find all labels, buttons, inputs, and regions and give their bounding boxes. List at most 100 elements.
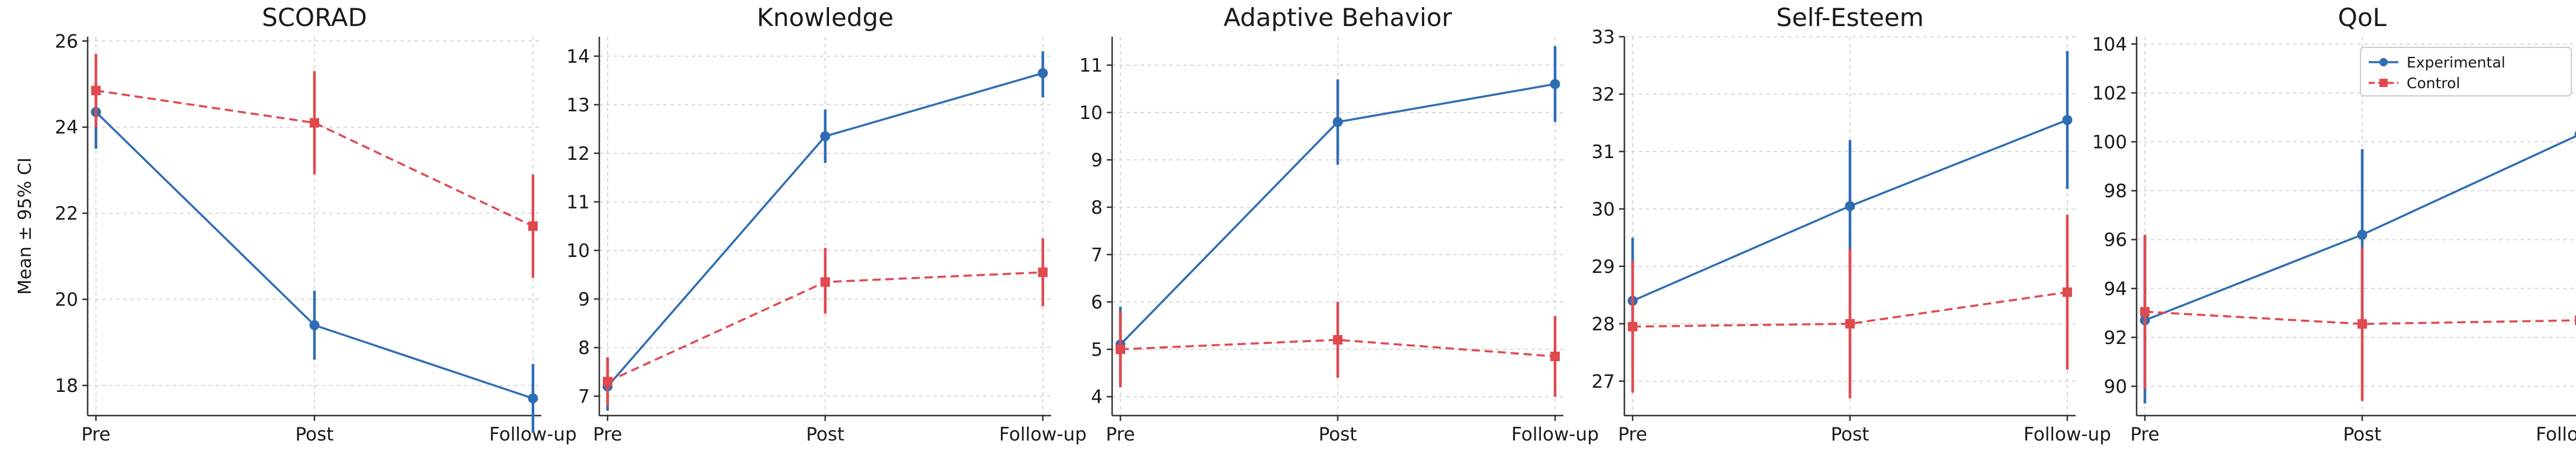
y-tick-label: 102 xyxy=(2092,83,2127,104)
series-experimental xyxy=(2140,131,2576,404)
y-tick-label: 5 xyxy=(1091,339,1103,361)
y-tick-label: 8 xyxy=(1091,197,1103,218)
y-tick-label: 104 xyxy=(2092,34,2127,55)
y-tick-label: 11 xyxy=(567,192,590,213)
chart-panel-2: 7 8 9 10 11 12 13 14 Pre Post Follow-up Knowledge xyxy=(567,3,1087,445)
y-tick-label: 11 xyxy=(1080,55,1103,76)
legend-marker-experimental xyxy=(2379,58,2388,66)
series-control xyxy=(2140,234,2576,401)
x-tick-label: Post xyxy=(1831,424,1870,445)
x-tick-label: Pre xyxy=(1106,424,1135,445)
x-tick-label: Post xyxy=(1319,424,1357,445)
x-tick-label: Pre xyxy=(2130,424,2159,445)
x-tick-label: Follow-up xyxy=(2023,424,2111,445)
y-tick-label: 90 xyxy=(2104,376,2127,397)
panel-title: Knowledge xyxy=(757,3,894,32)
y-tick-label: 24 xyxy=(55,117,78,139)
y-tick-label: 32 xyxy=(1592,84,1615,105)
data-point xyxy=(2062,115,2073,126)
data-point xyxy=(603,377,612,387)
data-point xyxy=(2575,315,2576,325)
data-point xyxy=(309,320,320,330)
chart-panel-5: 90 92 94 96 98 100 102 104 Pre Post Follow-up QoL Ex… xyxy=(2092,3,2576,445)
data-point xyxy=(1550,352,1560,361)
data-point xyxy=(2063,287,2072,297)
data-point xyxy=(310,118,319,128)
x-tick-label: Pre xyxy=(81,424,110,445)
x-tick-label: Follow-up xyxy=(999,424,1087,445)
y-tick-label: 96 xyxy=(2104,230,2127,251)
y-tick-label: 9 xyxy=(578,289,590,310)
panel-title: QoL xyxy=(2338,3,2387,32)
series-control xyxy=(603,238,1048,406)
data-point xyxy=(1038,267,1048,277)
y-tick-label: 12 xyxy=(567,143,590,165)
x-tick-label: Post xyxy=(2343,424,2382,445)
y-tick-label: 7 xyxy=(1091,245,1103,266)
y-tick-label: 22 xyxy=(55,203,78,224)
data-point xyxy=(528,393,538,404)
data-point xyxy=(1332,117,1343,127)
y-tick-label: 94 xyxy=(2104,278,2127,300)
y-tick-label: 10 xyxy=(567,240,590,262)
x-tick-label: Pre xyxy=(1618,424,1647,445)
series-control xyxy=(1116,302,1560,397)
legend-marker-control xyxy=(2379,79,2388,87)
y-tick-label: 8 xyxy=(578,337,590,359)
data-point xyxy=(1038,68,1048,79)
x-tick-label: Post xyxy=(295,424,334,445)
y-tick-label: 33 xyxy=(1592,27,1615,48)
chart-panel-4: 27 28 29 30 31 32 33 Pre Post Follow-up Self-Estee… xyxy=(1592,3,2111,445)
y-tick-label: 26 xyxy=(55,31,78,52)
y-tick-label: 20 xyxy=(55,289,78,311)
x-tick-label: Pre xyxy=(593,424,622,445)
series-line xyxy=(1120,339,1556,358)
data-point xyxy=(1116,345,1125,354)
x-tick-label: Follow-up xyxy=(1511,424,1599,445)
data-point xyxy=(1845,201,1855,211)
data-point xyxy=(1628,321,1637,332)
x-tick-label: Follow-up xyxy=(2536,424,2576,445)
data-point xyxy=(1550,79,1560,89)
data-point xyxy=(1845,319,1855,329)
x-tick-label: Post xyxy=(806,424,844,445)
data-point xyxy=(2574,131,2576,139)
legend-box xyxy=(2360,47,2572,96)
panel-title: Adaptive Behavior xyxy=(1223,3,1452,32)
y-tick-label: 27 xyxy=(1592,371,1615,393)
y-tick-label: 6 xyxy=(1091,292,1103,313)
data-point xyxy=(1333,335,1342,345)
series-line xyxy=(1632,291,2068,328)
y-tick-label: 92 xyxy=(2104,327,2127,349)
y-tick-label: 14 xyxy=(567,46,590,67)
data-point xyxy=(820,131,830,141)
data-point xyxy=(2357,229,2368,240)
y-tick-label: 30 xyxy=(1592,199,1615,220)
series-line xyxy=(2144,310,2576,325)
y-tick-label: 98 xyxy=(2104,181,2127,202)
y-tick-label: 13 xyxy=(567,95,590,116)
y-tick-label: 29 xyxy=(1592,256,1615,278)
data-point xyxy=(820,277,830,287)
y-tick-label: 7 xyxy=(578,386,590,407)
data-point xyxy=(91,85,101,95)
series-line xyxy=(2144,135,2576,321)
y-tick-label: 9 xyxy=(1091,150,1103,171)
legend: Experimental Control xyxy=(2360,47,2572,96)
y-tick-label: 28 xyxy=(1592,314,1615,335)
y-tick-label: 4 xyxy=(1091,387,1103,408)
y-tick-label: 100 xyxy=(2092,132,2127,153)
data-point xyxy=(2140,307,2150,317)
y-axis-label: Mean ± 95% CI xyxy=(15,157,36,295)
y-tick-label: 18 xyxy=(55,375,78,397)
legend-label-control: Control xyxy=(2407,75,2460,92)
legend-label-experimental: Experimental xyxy=(2407,54,2506,71)
series-control xyxy=(1628,214,2072,398)
y-tick-label: 31 xyxy=(1592,141,1615,163)
chart-panel-3: 4 5 6 7 8 9 10 11 Pre Post Follow-up Adaptive Behav… xyxy=(1080,3,1599,445)
series-control xyxy=(91,54,538,278)
data-point xyxy=(528,221,538,231)
data-point xyxy=(2357,319,2367,329)
